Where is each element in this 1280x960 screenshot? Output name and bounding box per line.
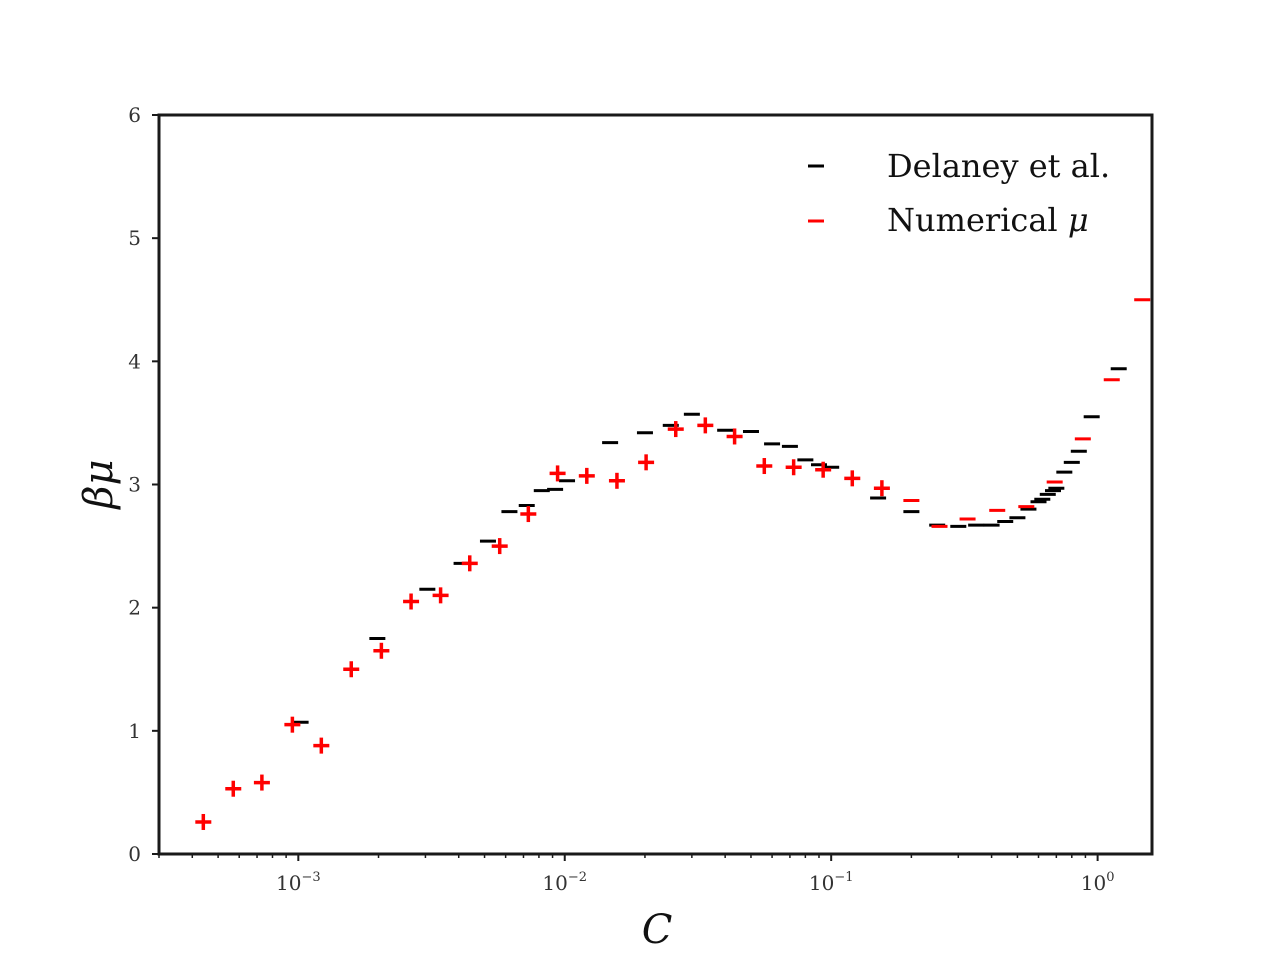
y-tick-label: 6 <box>128 103 141 127</box>
y-tick-label: 3 <box>128 473 141 497</box>
data-point <box>343 661 360 678</box>
legend: Delaney et al. Numerical μ <box>808 147 1110 239</box>
data-point <box>785 459 802 476</box>
data-point <box>313 737 330 754</box>
data-point <box>608 472 625 489</box>
data-point <box>667 421 684 438</box>
series-2 <box>903 298 1151 528</box>
y-axis-label: βμ <box>76 459 122 510</box>
y-tick-label: 0 <box>128 842 141 866</box>
data-point <box>756 458 773 475</box>
plot-background <box>159 115 1152 854</box>
x-axis-label: C <box>642 907 673 953</box>
data-point <box>815 461 832 478</box>
y-tick-label: 1 <box>128 719 141 743</box>
data-point <box>461 555 478 572</box>
plot-area <box>159 115 1152 854</box>
data-point <box>697 417 714 434</box>
data-point <box>403 593 420 610</box>
data-point <box>638 454 655 471</box>
data-point <box>432 587 449 604</box>
series-1 <box>195 417 890 830</box>
y-tick-label: 4 <box>128 349 141 373</box>
x-tick-label: 10−1 <box>809 870 854 895</box>
ticks: 0 1 2 3 4 5 6 10−3 10−2 10−1 100 <box>128 103 1114 895</box>
data-point <box>520 506 537 523</box>
x-tick-label: 10−3 <box>276 870 321 895</box>
x-tick-label: 10−2 <box>542 870 587 895</box>
data-point <box>726 428 743 445</box>
data-point <box>549 465 566 482</box>
y-tick-label: 2 <box>128 596 141 620</box>
data-point <box>284 716 301 733</box>
data-marks <box>195 298 1151 830</box>
data-point <box>225 780 242 797</box>
legend-label-numerical: Numerical μ <box>887 201 1089 239</box>
data-point <box>253 774 270 791</box>
data-point <box>373 642 390 659</box>
legend-label-delaney: Delaney et al. <box>887 147 1110 185</box>
data-point <box>195 813 212 830</box>
data-point <box>844 470 861 487</box>
x-tick-label: 100 <box>1081 870 1115 895</box>
data-point <box>491 538 508 555</box>
data-point <box>578 467 595 484</box>
y-tick-label: 5 <box>128 226 141 250</box>
data-point <box>873 480 890 497</box>
